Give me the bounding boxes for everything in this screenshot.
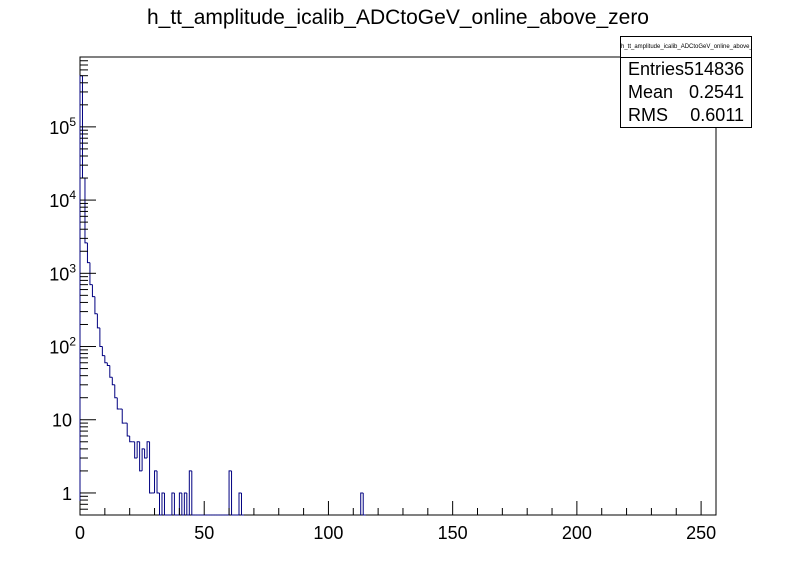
histogram-bin xyxy=(126,423,130,437)
stats-mean-label: Mean xyxy=(628,82,674,102)
histogram-bin xyxy=(86,242,90,264)
histogram-bin xyxy=(116,397,120,410)
histogram-bin xyxy=(114,384,118,399)
histogram-bin xyxy=(161,492,165,515)
histogram-bin xyxy=(154,470,158,493)
histogram-bin xyxy=(94,296,98,315)
histogram-bin xyxy=(181,492,185,516)
histogram-bin xyxy=(163,492,167,516)
y-tick-label: 103 xyxy=(49,261,76,284)
histogram-bin xyxy=(91,284,95,298)
histogram-bin xyxy=(171,492,175,515)
histogram-bin xyxy=(84,178,88,244)
x-tick-label: 0 xyxy=(75,523,85,543)
x-tick-label: 250 xyxy=(686,523,716,543)
y-tick-label: 10 xyxy=(52,411,72,431)
y-tick-label: 105 xyxy=(49,115,76,138)
histogram-bin xyxy=(136,441,140,459)
histogram-bin xyxy=(149,441,153,494)
stats-entries-label: Entries xyxy=(628,59,685,79)
stats-mean-row: Mean 0.2541 xyxy=(621,81,751,104)
histogram-bin xyxy=(141,448,145,471)
histogram-bin xyxy=(121,409,125,424)
histogram-bin xyxy=(139,441,143,472)
stats-title: h_tt_amplitude_icalib_ADCtoGeV_online_ab… xyxy=(621,37,751,58)
histogram-bin xyxy=(146,441,150,459)
histogram-bin xyxy=(178,492,182,515)
x-axis: 0 50 100 150 200 250 xyxy=(75,501,716,543)
stats-rms-label: RMS xyxy=(628,105,668,125)
histogram-bin xyxy=(231,470,235,516)
histogram-bin xyxy=(89,262,93,286)
stats-rms-row: RMS 0.6011 xyxy=(621,104,751,127)
y-tick-label: 1 xyxy=(62,484,72,504)
y-tick-label: 102 xyxy=(49,335,76,358)
stats-entries-value: 514836 xyxy=(684,59,745,79)
histogram-bin xyxy=(96,313,100,329)
histogram-bin xyxy=(186,492,190,516)
histogram-bin xyxy=(240,492,244,516)
chart-title: h_tt_amplitude_icalib_ADCtoGeV_online_ab… xyxy=(146,6,649,29)
y-tick-label: 104 xyxy=(49,188,76,211)
histogram-bin xyxy=(106,362,110,367)
histogram-bin xyxy=(238,492,242,515)
histogram-bin xyxy=(228,470,232,515)
histogram-bin xyxy=(183,492,187,515)
histogram-bin xyxy=(129,435,133,443)
x-tick-label: 200 xyxy=(562,523,592,543)
histogram-bins xyxy=(79,75,366,516)
histogram-bin xyxy=(156,470,160,494)
histogram-bin xyxy=(173,492,177,516)
y-axis: 1 10 102 103 104 105 xyxy=(49,56,96,516)
histogram-bin xyxy=(360,492,364,515)
histogram-bin xyxy=(362,492,366,516)
histogram-bin xyxy=(191,470,195,516)
stats-mean-value: 0.2541 xyxy=(688,82,744,102)
stats-box: h_tt_amplitude_icalib_ADCtoGeV_online_ab… xyxy=(620,36,752,128)
histogram-bin xyxy=(144,448,148,459)
histogram-bin xyxy=(104,355,108,364)
histogram-bin xyxy=(99,327,103,348)
histogram-bin xyxy=(159,492,162,516)
x-tick-label: 50 xyxy=(194,523,214,543)
histogram-bin xyxy=(188,470,192,515)
x-tick-label: 150 xyxy=(438,523,468,543)
histogram-bin xyxy=(134,441,138,459)
stats-rms-value: 0.6011 xyxy=(690,105,744,125)
x-tick-label: 100 xyxy=(313,523,343,543)
histogram-bin xyxy=(111,377,115,386)
histogram-bin xyxy=(109,365,113,378)
stats-entries-row: Entries 514836 xyxy=(621,58,751,81)
histogram-bin xyxy=(101,346,105,357)
